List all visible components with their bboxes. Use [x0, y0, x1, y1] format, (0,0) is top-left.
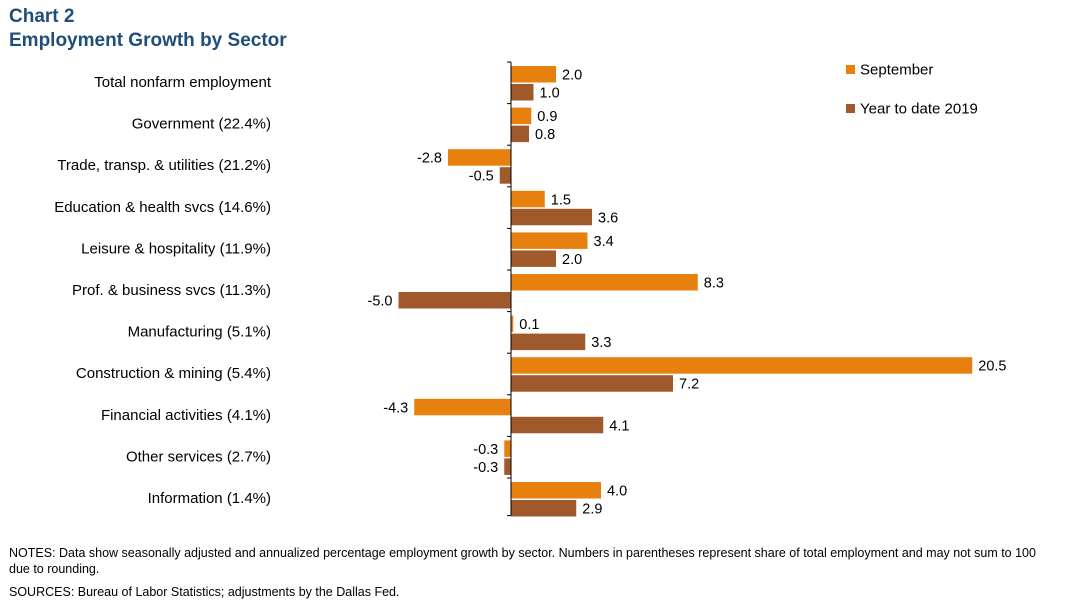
data-label: 3.4 [594, 234, 614, 250]
category-label: Trade, transp. & utilities (21.2%) [57, 157, 271, 174]
data-label: 0.1 [519, 317, 539, 333]
ytd-bar [511, 84, 534, 101]
september-bar [448, 149, 511, 166]
september-bar [511, 357, 973, 374]
category-labels: Total nonfarm employment Government (22.4… [54, 74, 272, 507]
legend-label-ytd: Year to date 2019 [860, 101, 978, 118]
september-bar [511, 107, 532, 125]
data-label: 20.5 [978, 359, 1006, 375]
data-label: -2.8 [417, 151, 442, 167]
ytd-bar [511, 208, 592, 226]
september-bar [511, 315, 514, 333]
data-label: 1.5 [551, 192, 571, 208]
legend-label-september: September [860, 62, 933, 79]
data-label: 2.0 [562, 68, 582, 84]
chart-title-block: Chart 2 Employment Growth by Sector [9, 5, 287, 53]
data-label: 8.3 [704, 276, 724, 292]
data-label: 4.1 [609, 418, 629, 434]
september-bar [504, 440, 511, 457]
ytd-bar [511, 333, 586, 351]
ytd-bar [511, 250, 556, 267]
category-label: Prof. & business svcs (11.3%) [72, 282, 271, 299]
data-label: 0.8 [535, 127, 555, 143]
category-label: Government (22.4%) [132, 116, 271, 133]
data-label: 3.3 [591, 335, 611, 351]
ytd-bar [398, 292, 511, 309]
category-label: Manufacturing (5.1%) [128, 324, 271, 341]
ytd-bar [511, 416, 604, 434]
ytd-bar [504, 458, 511, 475]
data-label: -0.3 [473, 442, 498, 458]
data-label: -0.3 [473, 460, 498, 476]
category-label: Other services (2.7%) [126, 448, 271, 465]
ytd-bar [511, 500, 577, 517]
data-label: 4.0 [607, 484, 627, 500]
ytd-bar [499, 167, 511, 184]
september-bar [511, 190, 545, 208]
data-label: 2.0 [562, 252, 582, 268]
chart-subtitle: Employment Growth by Sector [9, 30, 287, 51]
data-label: 2.9 [582, 502, 602, 518]
legend-swatch-september [846, 65, 855, 74]
legend: September Year to date 2019 [846, 62, 978, 118]
category-label: Education & health svcs (14.6%) [54, 199, 271, 216]
september-bar [511, 66, 556, 83]
data-label: 3.6 [598, 210, 618, 226]
category-label: Construction & mining (5.4%) [76, 365, 271, 382]
legend-swatch-ytd [846, 104, 855, 113]
chart-notes: NOTES: Data show seasonally adjusted and… [9, 546, 1036, 576]
ytd-bar [511, 125, 529, 143]
data-label: -0.5 [469, 169, 494, 185]
category-label: Information (1.4%) [148, 490, 271, 507]
bars-layer [398, 66, 973, 517]
category-label: Financial activities (4.1%) [101, 407, 271, 424]
chart-title: Chart 2 [9, 6, 75, 27]
data-label: 0.9 [537, 109, 557, 125]
september-bar [511, 232, 588, 249]
september-bar [414, 398, 511, 416]
data-label: 7.2 [679, 377, 699, 393]
value-labels: 2.01.00.90.8-2.8-0.51.53.63.42.08.3-5.00… [368, 68, 1007, 518]
chart-plot: Total nonfarm employment Government (22.4… [54, 61, 1007, 518]
data-label: 1.0 [540, 86, 560, 102]
category-label: Total nonfarm employment [94, 74, 272, 91]
september-bar [511, 274, 698, 291]
data-label: -5.0 [368, 294, 393, 310]
axis-layer [507, 61, 512, 517]
chart-sources: SOURCES: Bureau of Labor Statistics; adj… [9, 585, 400, 599]
ytd-bar [511, 375, 673, 392]
category-label: Leisure & hospitality (11.9%) [81, 240, 271, 257]
data-label: -4.3 [383, 400, 408, 416]
september-bar [511, 482, 601, 499]
